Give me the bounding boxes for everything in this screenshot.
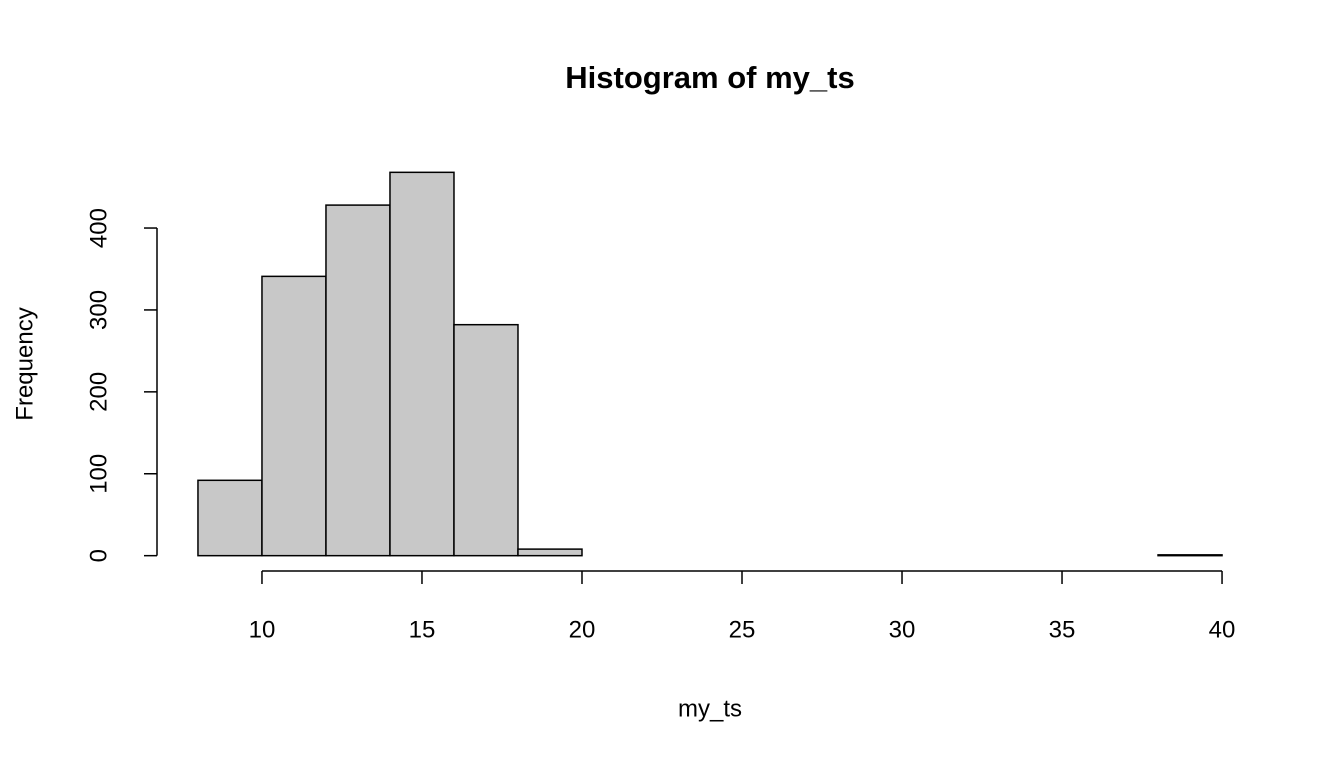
x-tick-label: 20: [569, 616, 596, 643]
x-tick-label: 10: [249, 616, 276, 643]
bar: [197, 479, 263, 557]
bar: [325, 204, 391, 557]
y-axis-label: Frequency: [11, 307, 38, 420]
bar: [389, 171, 455, 557]
y-tick-label: 100: [85, 454, 112, 494]
bar: [1157, 554, 1223, 557]
y-tick-label: 300: [85, 290, 112, 330]
chart-title: Histogram of my_ts: [565, 60, 854, 95]
y-tick-label: 200: [85, 372, 112, 412]
x-tick-label: 25: [729, 616, 756, 643]
x-tick-label: 30: [889, 616, 916, 643]
bar: [261, 275, 327, 557]
y-tick-label: 400: [85, 208, 112, 248]
x-axis-label: my_ts: [678, 695, 742, 722]
bar: [517, 548, 583, 557]
bar: [453, 323, 519, 557]
x-tick-label: 15: [409, 616, 436, 643]
x-tick-label: 40: [1209, 616, 1236, 643]
y-tick-label: 0: [85, 549, 112, 562]
x-tick-label: 35: [1049, 616, 1076, 643]
